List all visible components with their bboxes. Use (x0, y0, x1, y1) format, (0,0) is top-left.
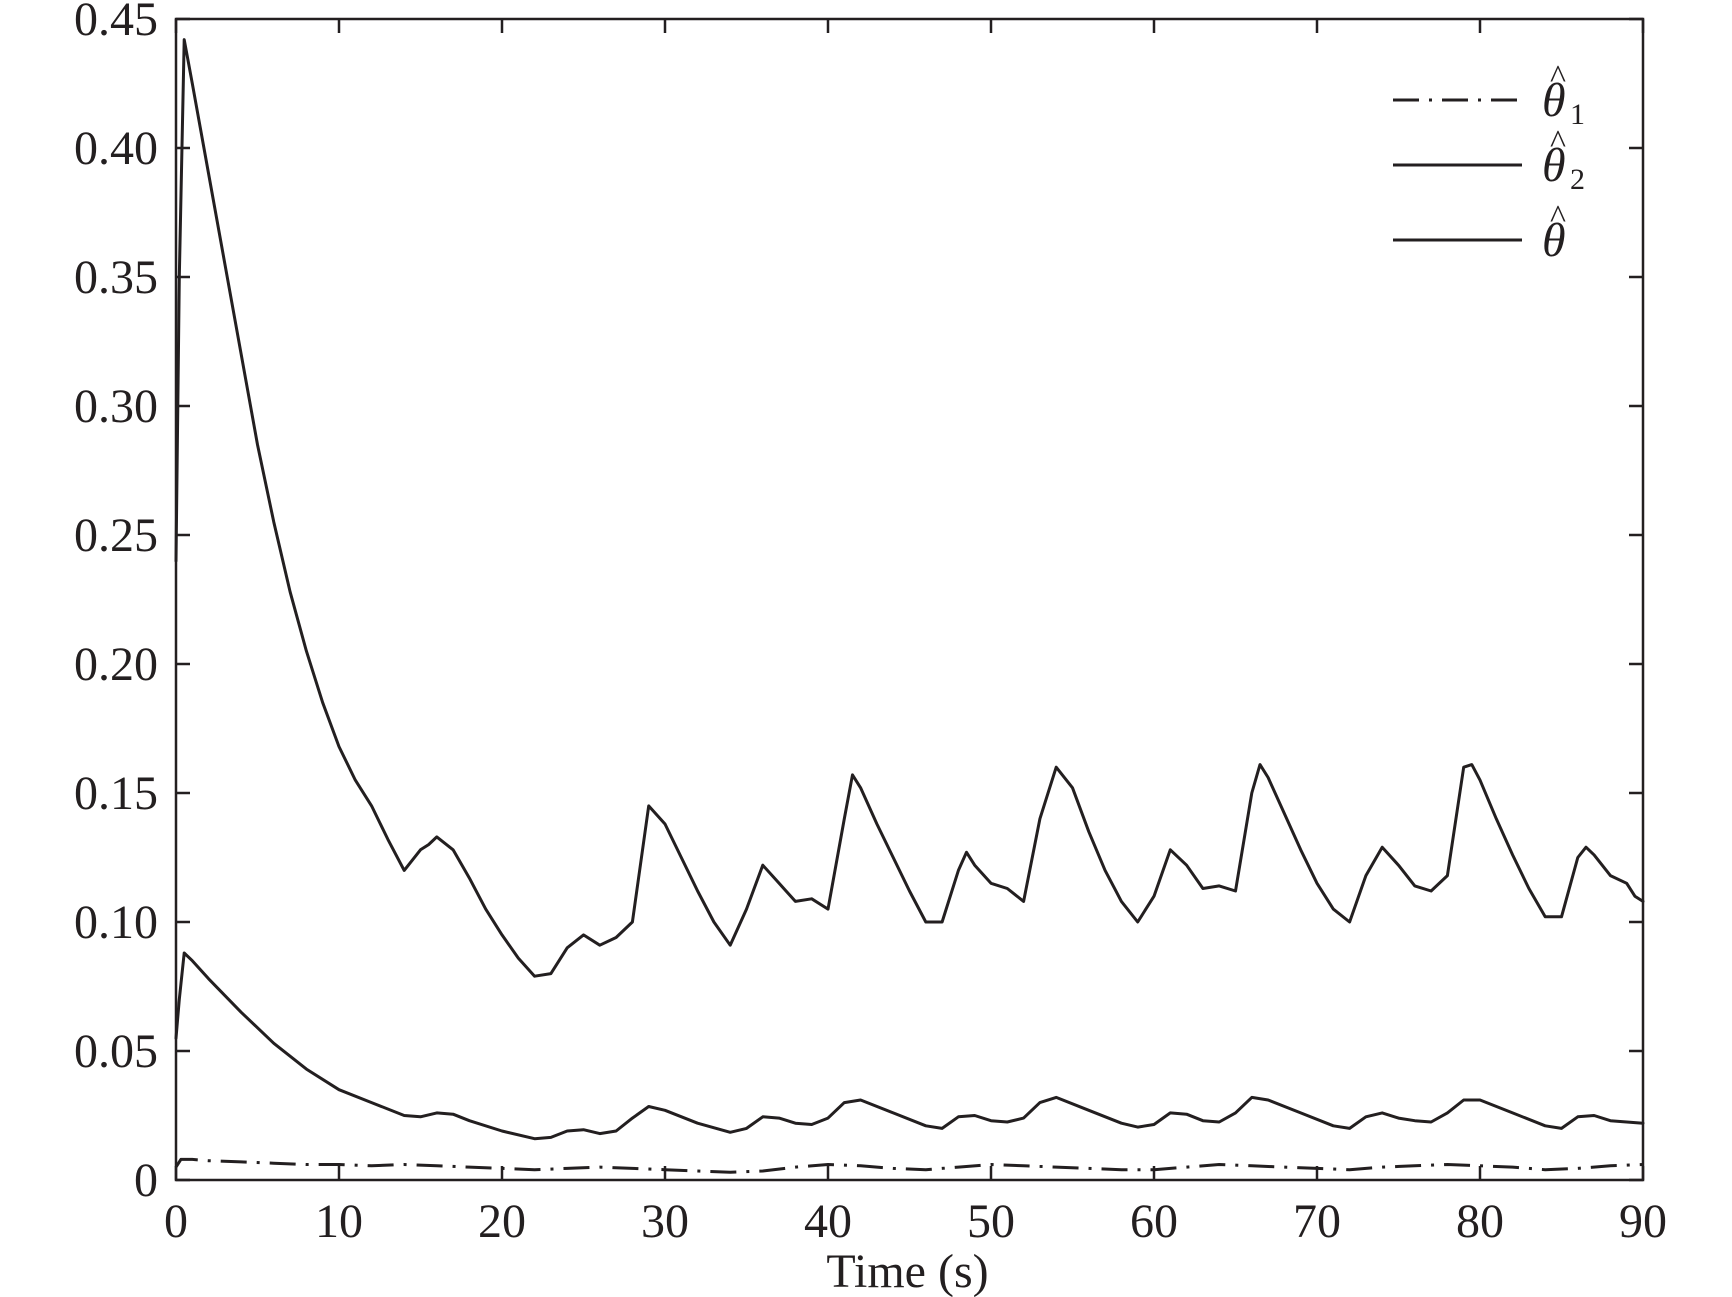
series-line-1 (174, 1157, 1644, 1174)
legend-symbol: θ (1542, 214, 1566, 267)
x-tick-label: 10 (315, 1195, 363, 1248)
x-tick-label: 20 (478, 1195, 526, 1248)
y-tick-label: 0.15 (74, 767, 158, 820)
x-tick-label: 90 (1619, 1195, 1667, 1248)
y-tick-label: 0.40 (74, 122, 158, 175)
legend-hat: ^ (1550, 59, 1566, 96)
plot-frame (174, 17, 1645, 1182)
legend-hat: ^ (1550, 124, 1566, 161)
series-line-3 (174, 38, 1645, 978)
legend-subscript: 2 (1570, 163, 1585, 196)
y-tick-label: 0.20 (74, 638, 158, 691)
legend-label-1: ^θ 1 (1542, 59, 1585, 131)
y-tick-label: 0.30 (74, 380, 158, 433)
y-tick-label: 0.35 (74, 251, 158, 304)
legend-label-3: ^θ (1542, 199, 1566, 267)
y-tick-label: 0.05 (74, 1025, 158, 1078)
legend-symbol: θ (1542, 139, 1566, 192)
legend-hat: ^ (1550, 199, 1566, 236)
x-tick-label: 80 (1456, 1195, 1504, 1248)
x-tick-label: 60 (1130, 1195, 1178, 1248)
axes: 0 10 20 30 40 50 60 70 80 90 0 0.05 0.10 0.15 0.20 0.25… (74, 0, 1667, 1297)
x-tick-label: 70 (1293, 1195, 1341, 1248)
x-tick-label: 30 (641, 1195, 689, 1248)
legend-label-2: ^θ 2 (1542, 124, 1585, 196)
x-axis-title: Time (s) (826, 1245, 988, 1297)
legend: ^θ 1^θ 2^θ (1393, 59, 1585, 267)
y-tick-label: 0 (134, 1154, 158, 1207)
plot-area (174, 38, 1645, 1174)
x-tick-label: 50 (967, 1195, 1015, 1248)
y-tick-label: 0.25 (74, 509, 158, 562)
legend-subscript: 1 (1570, 98, 1585, 131)
x-tick-label: 0 (164, 1195, 188, 1248)
y-tick-label: 0.45 (74, 0, 158, 46)
series-line-2 (174, 951, 1645, 1141)
y-tick-label: 0.10 (74, 896, 158, 949)
x-tick-label: 40 (804, 1195, 852, 1248)
legend-symbol: θ (1542, 74, 1566, 127)
